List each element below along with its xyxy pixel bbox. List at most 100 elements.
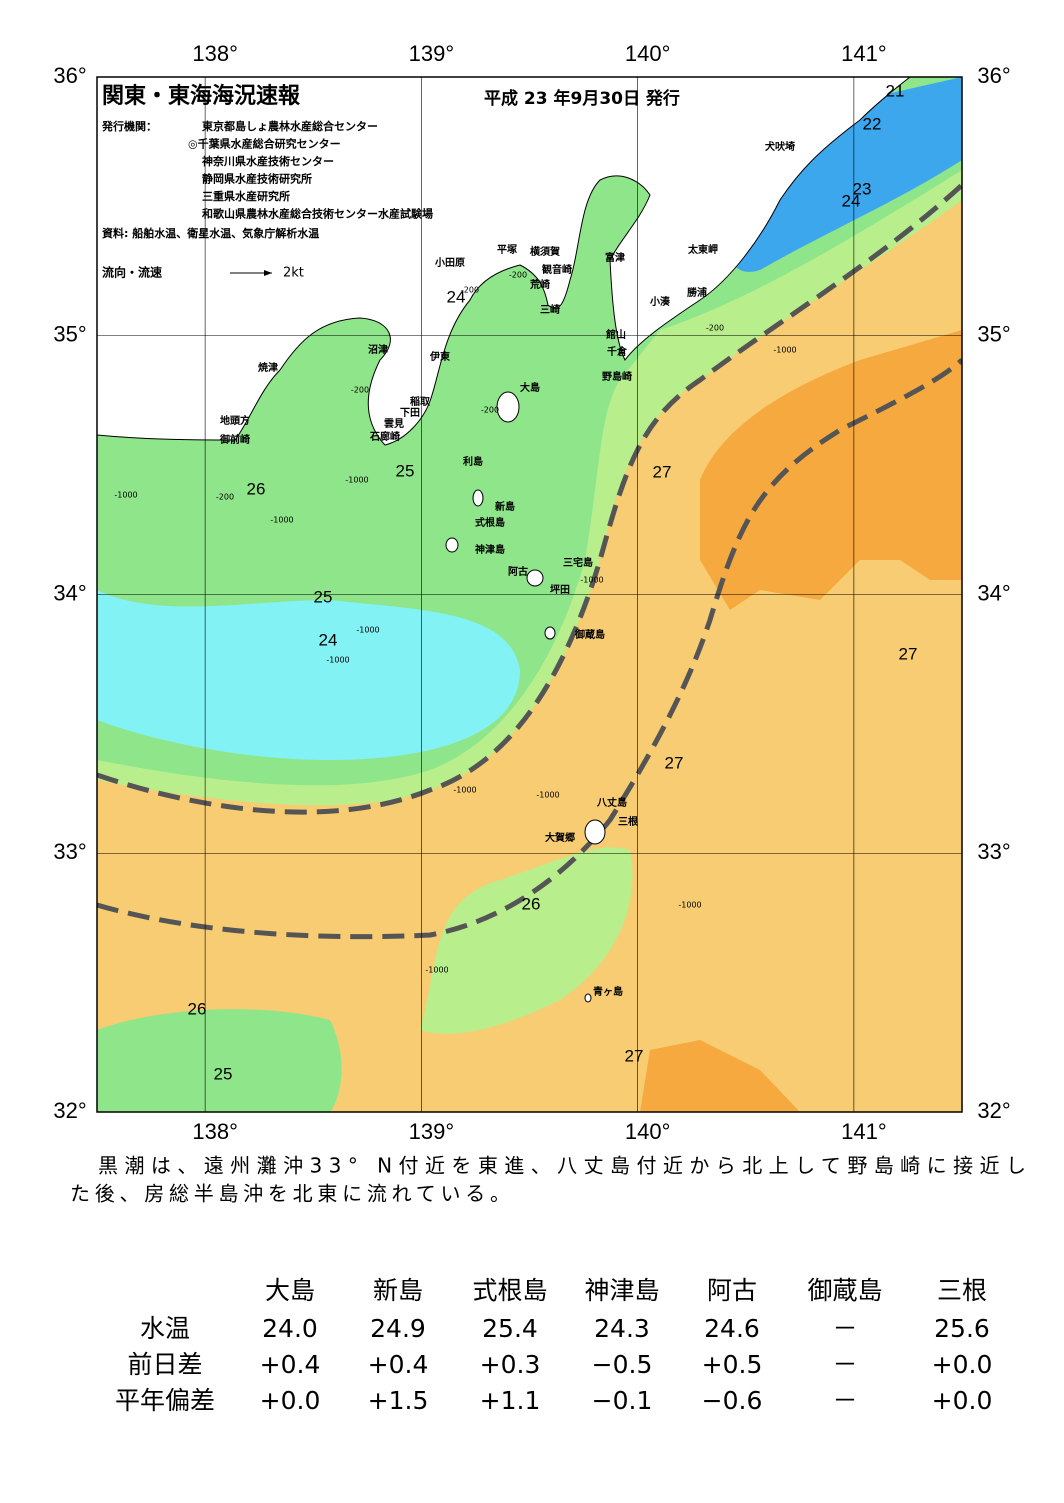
place-name: 大島 (520, 381, 540, 394)
cell: － (832, 1386, 857, 1415)
place-name: 三崎 (540, 303, 560, 316)
row-label: 前日差 (127, 1350, 202, 1379)
place-name: 雲見 (384, 418, 404, 430)
lon-label: 139° (409, 41, 455, 66)
place-name: 青ヶ島 (593, 985, 623, 998)
cell: +1.5 (368, 1386, 429, 1415)
cell: 25.4 (482, 1314, 538, 1343)
place-name: 式根島 (475, 516, 505, 529)
title: 関東・東海海況速報 (102, 83, 301, 109)
place-name: 観音崎 (542, 263, 572, 276)
issuer: 三重県水産研究所 (202, 189, 290, 203)
cell: −0.5 (592, 1350, 653, 1379)
column-header: 式根島 (472, 1276, 547, 1305)
place-name: 八丈島 (596, 796, 627, 809)
legend-scale: 2kt (283, 266, 304, 281)
place-name: 館山 (605, 328, 626, 341)
cold-water (97, 590, 520, 760)
description: た後、房総半島沖を北東に流れている。 (70, 1182, 510, 1206)
place-name: 犬吠埼 (765, 140, 795, 153)
contour-label: 25 (396, 461, 415, 480)
contour-label: 25 (314, 587, 333, 606)
depth-label: -1000 (773, 346, 796, 355)
lon-label: 139° (409, 1119, 455, 1144)
place-name: 稲取 (410, 395, 431, 408)
depth-label: -1000 (270, 516, 293, 525)
place-name: 御蔵島 (574, 628, 605, 641)
place-name: 太東岬 (687, 243, 718, 256)
depth-label: -1000 (356, 626, 379, 635)
depth-label: -1000 (580, 576, 603, 585)
cool-water (97, 1009, 342, 1112)
column-header: 新島 (373, 1276, 423, 1305)
green-water (420, 847, 633, 1034)
warmest-water (640, 1040, 800, 1112)
contour-label: 26 (247, 479, 266, 498)
issuer: 神奈川県水産技術センター (202, 154, 334, 168)
lat-label: 34° (977, 580, 1010, 605)
lat-label: 36° (53, 63, 86, 88)
contour-label: 27 (653, 462, 672, 481)
depth-label: -1000 (536, 791, 559, 800)
place-name: 野島崎 (602, 370, 632, 383)
issuer: 東京都島しょ農林水産総合センター (202, 119, 378, 133)
description: 黒潮は、遠州灘沖33° N付近を東進、八丈島付近から北上して野島崎に接近し (98, 1154, 1026, 1178)
contour-label: 26 (188, 999, 207, 1018)
cell: +0.0 (932, 1350, 993, 1379)
issuer: 静岡県水産技術研究所 (202, 172, 312, 186)
place-name: 小田原 (434, 256, 465, 269)
place-name: 三宅島 (563, 556, 593, 569)
depth-label: -1000 (114, 491, 137, 500)
issuer: 和歌山県農林水産総合技術センター水産試験場 (202, 207, 433, 221)
contour-label: 24 (842, 191, 861, 210)
depth-label: -200 (481, 406, 499, 415)
lon-label: 140° (625, 1119, 671, 1144)
lat-label: 33° (53, 839, 86, 864)
depth-label: -200 (509, 271, 527, 280)
cell: 25.6 (934, 1314, 990, 1343)
place-name: 石廊崎 (369, 430, 400, 443)
place-name: 平塚 (497, 243, 517, 256)
kuroshio-offshore (97, 358, 962, 940)
place-name: 大賀郷 (545, 831, 575, 844)
depth-label: -1000 (326, 656, 349, 665)
place-name: 下田 (400, 407, 420, 419)
lon-label: 138° (192, 41, 238, 66)
cell: +0.0 (260, 1386, 321, 1415)
place-name: 地頭方 (220, 414, 250, 427)
cell: +0.5 (702, 1350, 763, 1379)
islands (445, 391, 606, 1003)
column-header: 大島 (265, 1276, 315, 1305)
depth-label: -1000 (345, 476, 368, 485)
lat-label: 35° (53, 322, 86, 347)
place-name: 荒崎 (529, 278, 550, 291)
place-name: 阿古 (508, 565, 528, 578)
column-header: 御蔵島 (807, 1276, 882, 1305)
cell: −0.6 (702, 1386, 763, 1415)
contour-label: 26 (522, 894, 541, 913)
contour-label: 27 (899, 644, 918, 663)
depth-label: -200 (216, 493, 234, 502)
lat-label: 33° (977, 839, 1010, 864)
place-name: 伊東 (429, 350, 450, 363)
lat-label: 36° (977, 63, 1010, 88)
depth-label: -1000 (453, 786, 476, 795)
land (97, 77, 911, 446)
place-name: 新島 (495, 500, 515, 513)
cell: −0.1 (592, 1386, 653, 1415)
cell: +0.3 (480, 1350, 541, 1379)
lon-label: 141° (841, 1119, 887, 1144)
contour-label: 22 (863, 114, 882, 133)
contour-label: 24 (319, 630, 338, 649)
column-header: 三根 (937, 1276, 987, 1305)
lat-label: 34° (53, 580, 86, 605)
cell: +0.4 (368, 1350, 429, 1379)
cell: +0.0 (932, 1386, 993, 1415)
kuroshio-axis (97, 183, 962, 815)
legend-label: 流向・流速 (102, 265, 162, 280)
column-header: 阿古 (707, 1276, 757, 1305)
coldest-water (720, 77, 962, 272)
depth-label: -200 (461, 286, 479, 295)
place-name: 神津島 (475, 543, 505, 556)
